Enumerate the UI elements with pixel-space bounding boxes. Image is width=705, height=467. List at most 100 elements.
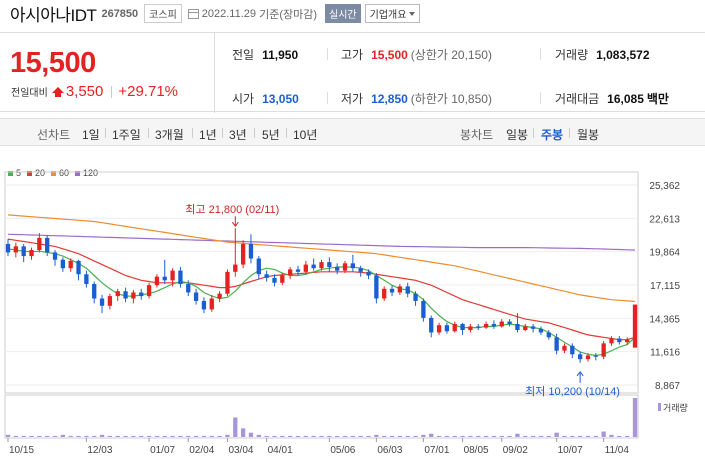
divider xyxy=(222,128,223,138)
volume-bar xyxy=(609,434,614,437)
candle-body xyxy=(483,323,489,328)
candle-body xyxy=(452,323,457,332)
change-percent: +29.71% xyxy=(118,83,178,100)
candle-body xyxy=(240,243,246,265)
candle-body xyxy=(52,252,58,260)
volume-bar xyxy=(382,435,387,437)
turnover-value: 16,085 xyxy=(607,92,644,106)
candle-body xyxy=(523,326,528,331)
divider xyxy=(327,48,328,60)
up-arrow-icon xyxy=(51,86,64,97)
candle-body xyxy=(186,283,191,293)
volume-bar xyxy=(170,435,175,437)
volume-label: 거래량 xyxy=(555,48,589,62)
candle-body xyxy=(577,354,583,360)
lower-limit: (하한가 10,850) xyxy=(410,92,492,106)
candle-body xyxy=(562,345,567,351)
volume-bar xyxy=(287,435,293,437)
volume-bar xyxy=(350,435,356,437)
volume-bar xyxy=(52,435,58,437)
candle-body xyxy=(280,275,285,283)
candle-body xyxy=(295,269,301,272)
tab-daily[interactable]: 일봉 xyxy=(506,128,529,142)
candle-body xyxy=(374,275,379,299)
volume-bar xyxy=(45,435,50,437)
moving-average-ma60 xyxy=(7,214,636,303)
line-chart-heading: 선차트 xyxy=(37,128,71,142)
company-info-dropdown[interactable]: 기업개요 xyxy=(364,4,421,23)
candle-body xyxy=(60,259,66,269)
volume-bar xyxy=(139,435,144,437)
divider xyxy=(540,92,541,104)
low-annotation-arrowhead xyxy=(576,371,584,377)
volume-bar xyxy=(193,435,199,437)
candle-body xyxy=(444,325,450,332)
y-tick-label: 19,864 xyxy=(649,248,680,259)
candle-body xyxy=(21,246,26,257)
candle-body xyxy=(389,288,395,293)
low-annotation: 최저 10,200 (10/14) xyxy=(525,385,620,398)
volume-bar xyxy=(178,435,183,437)
candle-body xyxy=(405,286,410,294)
volume-bar xyxy=(523,435,528,437)
tab-5year[interactable]: 5년 xyxy=(262,128,280,142)
tab-3month[interactable]: 3개월 xyxy=(155,128,184,142)
volume-bar xyxy=(154,435,160,437)
volume-bar xyxy=(84,435,89,437)
volume-bar xyxy=(256,434,261,437)
stat-prev-close: 전일 11,950 xyxy=(232,46,298,63)
volume-bar xyxy=(342,435,348,437)
volume-bar xyxy=(201,435,207,437)
high-label: 고가 xyxy=(341,48,364,62)
candle-body xyxy=(13,246,18,253)
stat-turnover: 거래대금 16,085 백만 xyxy=(555,90,669,107)
candle-body xyxy=(546,332,551,338)
divider xyxy=(105,128,106,138)
candle-body xyxy=(515,323,520,331)
candle-body xyxy=(233,264,238,272)
tab-10year[interactable]: 10년 xyxy=(293,128,318,142)
volume-bar xyxy=(499,435,504,437)
upper-limit: (상한가 20,150) xyxy=(410,48,492,62)
candle-body xyxy=(319,262,324,269)
divider xyxy=(569,128,570,138)
candle-body xyxy=(264,274,269,278)
tab-3year[interactable]: 3년 xyxy=(229,128,247,142)
y-tick-label: 14,365 xyxy=(649,314,680,325)
candle-body xyxy=(84,274,89,284)
candle-body xyxy=(593,355,598,357)
candle-body xyxy=(92,283,97,299)
x-tick-label: 10/07 xyxy=(558,445,583,456)
tab-1week[interactable]: 1주일 xyxy=(112,128,141,142)
volume-value: 1,083,572 xyxy=(596,48,650,62)
volume-bar xyxy=(515,433,520,437)
tab-monthly[interactable]: 월봉 xyxy=(577,128,600,142)
volume-bar xyxy=(436,435,442,437)
legend-ma20: 20 xyxy=(27,168,45,178)
volume-bar xyxy=(413,435,418,437)
quote-basis: 기준(장마감) xyxy=(259,8,318,21)
tab-1year[interactable]: 1년 xyxy=(199,128,217,142)
volume-bar xyxy=(429,433,434,437)
volume-bar xyxy=(374,434,379,437)
high-value: 15,500 xyxy=(371,48,408,62)
y-tick-label: 8,867 xyxy=(655,381,680,392)
candle-body xyxy=(178,270,183,284)
volume-bar xyxy=(99,434,105,437)
realtime-button[interactable]: 실시간 xyxy=(325,4,361,23)
volume-bar xyxy=(327,435,332,437)
volume-bar xyxy=(123,435,128,437)
open-value: 13,050 xyxy=(262,92,299,106)
tab-1day[interactable]: 1일 xyxy=(82,128,100,142)
volume-bar xyxy=(162,435,167,437)
candle-body xyxy=(382,288,387,299)
x-tick-label: 10/15 xyxy=(9,445,34,456)
tab-weekly[interactable]: 주봉 xyxy=(541,128,564,142)
candle-body xyxy=(201,300,207,310)
volume-bar xyxy=(491,435,497,437)
legend-ma120: 120 xyxy=(75,168,98,178)
candle-body xyxy=(530,326,536,329)
candle-body xyxy=(248,243,254,259)
current-price: 15,500 xyxy=(10,47,96,79)
volume-legend-swatch xyxy=(658,403,661,411)
